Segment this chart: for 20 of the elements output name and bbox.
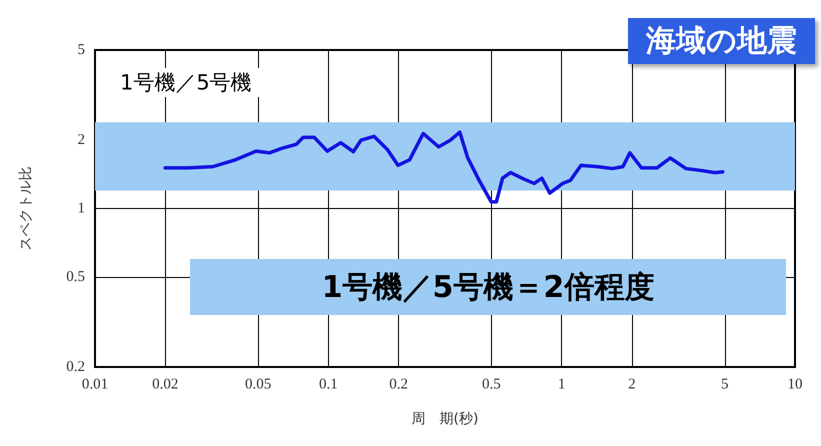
- chart-title: 海域の地震: [645, 24, 797, 58]
- annotation: 1号機／5号機: [120, 70, 252, 94]
- x-tick-label: 5: [721, 376, 729, 392]
- y-tick-label: 1: [78, 200, 85, 216]
- x-tick-label: 0.02: [152, 376, 178, 392]
- x-tick-label: 10: [788, 376, 802, 392]
- y-tick-label: 5: [78, 42, 85, 58]
- x-tick-label: 0.5: [482, 376, 501, 392]
- x-tick-label: 2: [628, 376, 636, 392]
- y-tick-label: 2: [78, 132, 85, 148]
- text-box: 1号機／5号機＝2倍程度: [190, 259, 786, 315]
- x-tick-label: 0.01: [82, 376, 108, 392]
- x-tick-label: 0.1: [318, 376, 338, 392]
- x-tick-label: 0.05: [244, 376, 272, 392]
- x-axis-title: 周 期(秒): [412, 411, 478, 427]
- y-axis-title: スペクトル比: [18, 166, 34, 250]
- y-tick-label: 0.5: [66, 268, 85, 285]
- x-tick-label: 0.2: [389, 376, 408, 392]
- x-tick-label: 1: [558, 376, 566, 392]
- y-tick-label: 0.2: [66, 359, 85, 375]
